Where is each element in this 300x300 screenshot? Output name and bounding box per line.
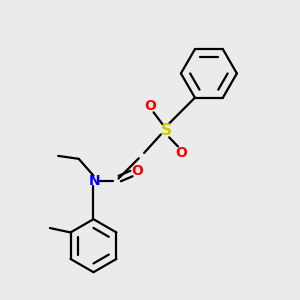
Text: O: O — [175, 146, 187, 160]
Text: S: S — [161, 123, 172, 138]
Text: O: O — [144, 99, 156, 113]
Text: O: O — [131, 164, 143, 178]
Text: N: N — [89, 174, 101, 188]
